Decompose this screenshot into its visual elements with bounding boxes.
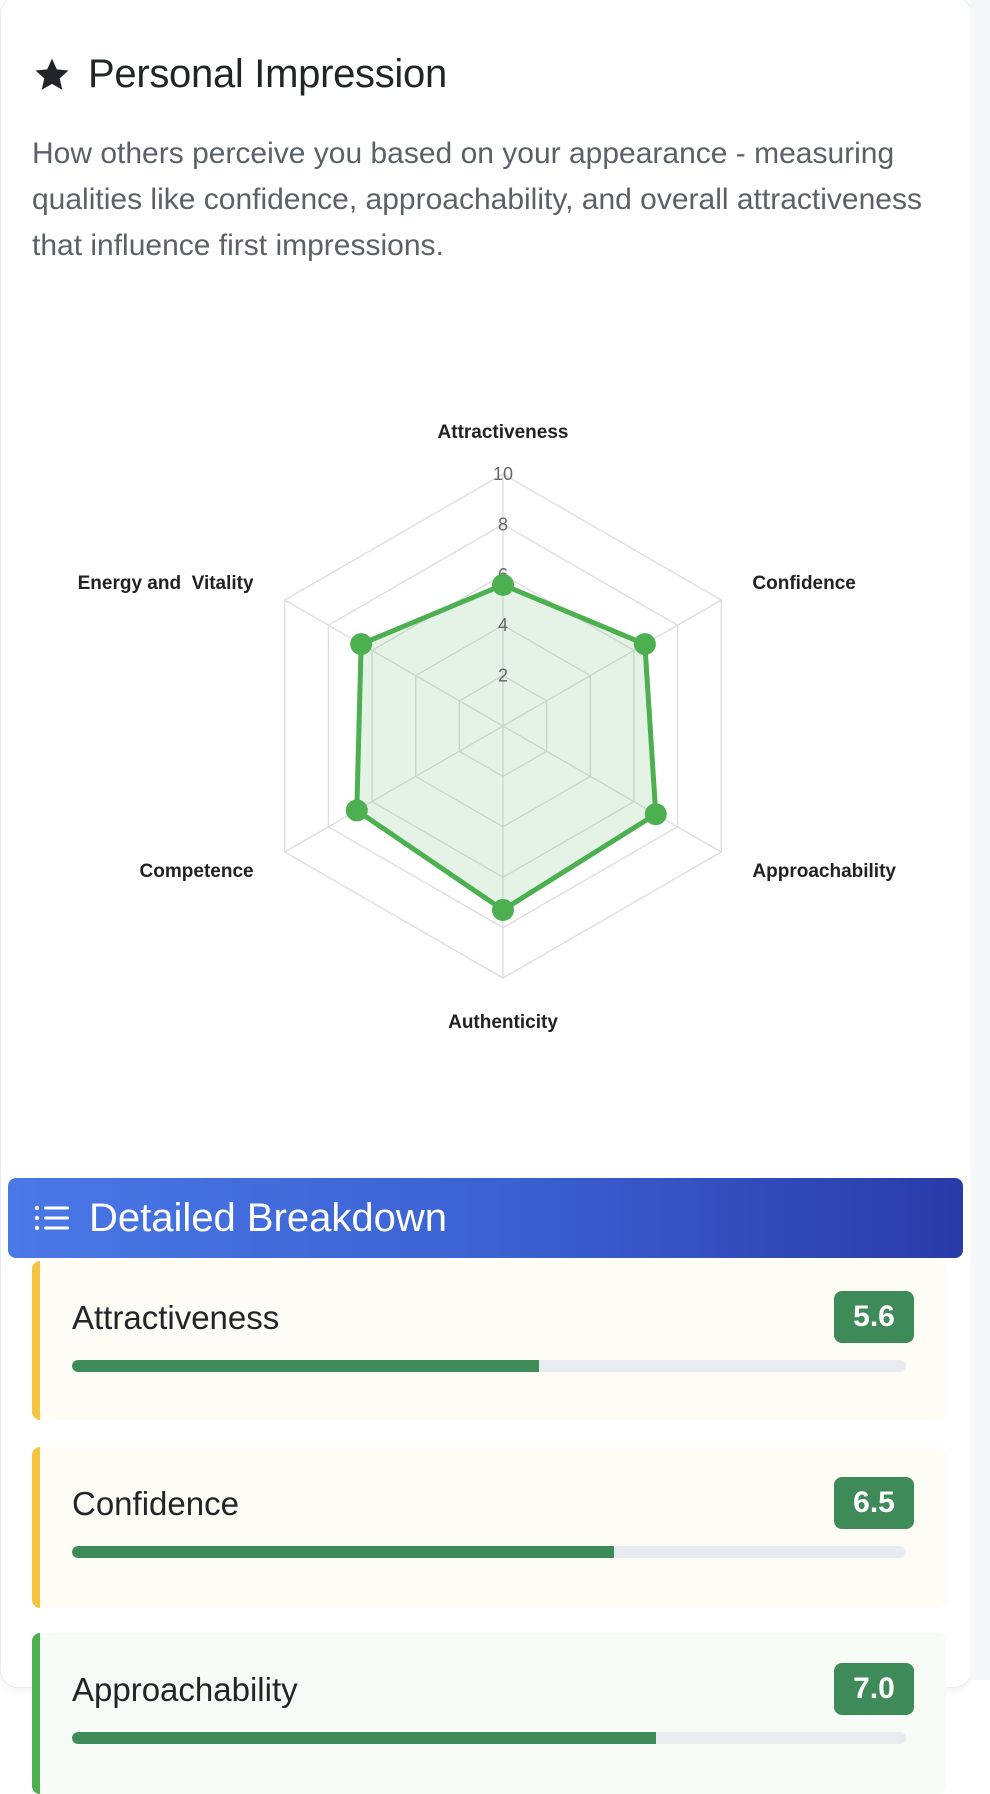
metric-card: Approachability 7.0 — [32, 1633, 946, 1794]
data-point — [492, 898, 514, 921]
metric-progress-track — [72, 1546, 906, 1558]
radar-chart: 246810AttractivenessConfidenceApproachab… — [78, 422, 897, 1033]
star-icon — [35, 58, 69, 90]
metric-progress-fill — [72, 1732, 656, 1744]
tick-label: 2 — [498, 666, 508, 686]
axis-label: Attractiveness — [438, 422, 569, 443]
metric-progress-track — [72, 1732, 906, 1744]
metric-label: Attractiveness — [72, 1299, 280, 1336]
section-header: Personal Impression — [32, 52, 447, 97]
metric-progress-track — [72, 1360, 906, 1372]
tick-label: 10 — [493, 464, 513, 484]
grid-spoke — [284, 725, 504, 853]
metric-score-badge: 7.0 — [834, 1663, 914, 1715]
axis-label: Approachability — [752, 861, 896, 882]
axis-label: Authenticity — [448, 1012, 558, 1033]
axis-label: Confidence — [752, 573, 855, 594]
metric-progress-fill — [72, 1546, 615, 1558]
grid-spoke — [502, 725, 722, 853]
axis-label: Energy and Vitality — [78, 573, 254, 594]
data-point — [644, 803, 667, 826]
breakdown-banner: Detailed Breakdown — [8, 1178, 963, 1258]
metric-label: Approachability — [72, 1671, 298, 1708]
metric-score-badge: 5.6 — [834, 1291, 914, 1343]
tick-label: 4 — [498, 615, 508, 635]
grid-spoke — [502, 599, 722, 727]
metric-label: Confidence — [72, 1485, 239, 1522]
axis-label: Competence — [140, 861, 254, 882]
data-point — [492, 573, 514, 596]
metric-card: Attractiveness 5.6 — [32, 1261, 946, 1420]
section-description: How others perceive you based on your ap… — [32, 137, 922, 262]
section-title: Personal Impression — [88, 52, 447, 96]
list-icon — [34, 1205, 69, 1231]
grid-spoke — [284, 599, 504, 727]
data-point — [350, 633, 373, 656]
data-point — [345, 799, 368, 822]
metric-card: Confidence 6.5 — [32, 1447, 946, 1608]
data-point — [633, 633, 656, 656]
metric-progress-fill — [72, 1360, 540, 1372]
breakdown-title: Detailed Breakdown — [89, 1195, 447, 1240]
metric-score-badge: 6.5 — [834, 1477, 914, 1529]
tick-label: 8 — [498, 514, 508, 534]
scroll-gutter — [970, 0, 990, 1680]
